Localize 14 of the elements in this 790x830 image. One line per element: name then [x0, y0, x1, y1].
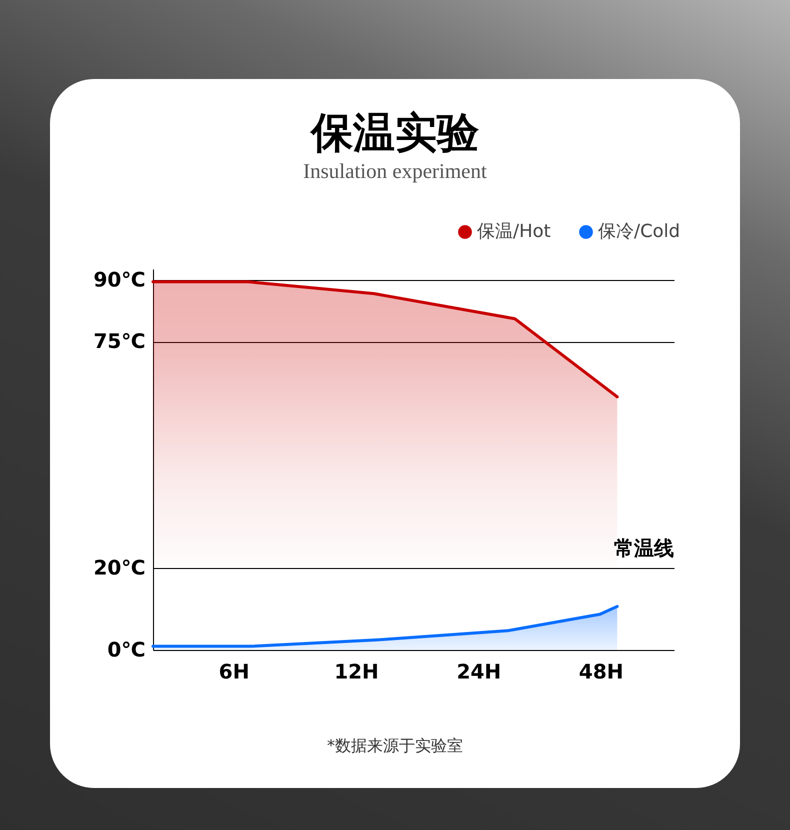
x-tick-label: 12H: [334, 660, 379, 684]
chart-subtitle: Insulation experiment: [302, 159, 488, 183]
x-tick-label: 24H: [456, 660, 502, 684]
legend-label: 保冷/Cold: [598, 221, 680, 242]
y-tick-label: 75℃: [93, 329, 146, 354]
x-tick-label: 48H: [578, 660, 624, 684]
y-tick-label: 90℃: [93, 268, 146, 292]
chart-title: 保温实验: [309, 108, 480, 157]
x-tick-label: 6H: [218, 660, 250, 684]
legend-label: 保温/Hot: [477, 221, 551, 242]
y-tick-label: 0℃: [107, 638, 146, 662]
text: *数据来源于实验室: [326, 735, 464, 757]
y-tick-label: 20℃: [93, 555, 146, 580]
annotation: 常温线: [614, 536, 674, 560]
